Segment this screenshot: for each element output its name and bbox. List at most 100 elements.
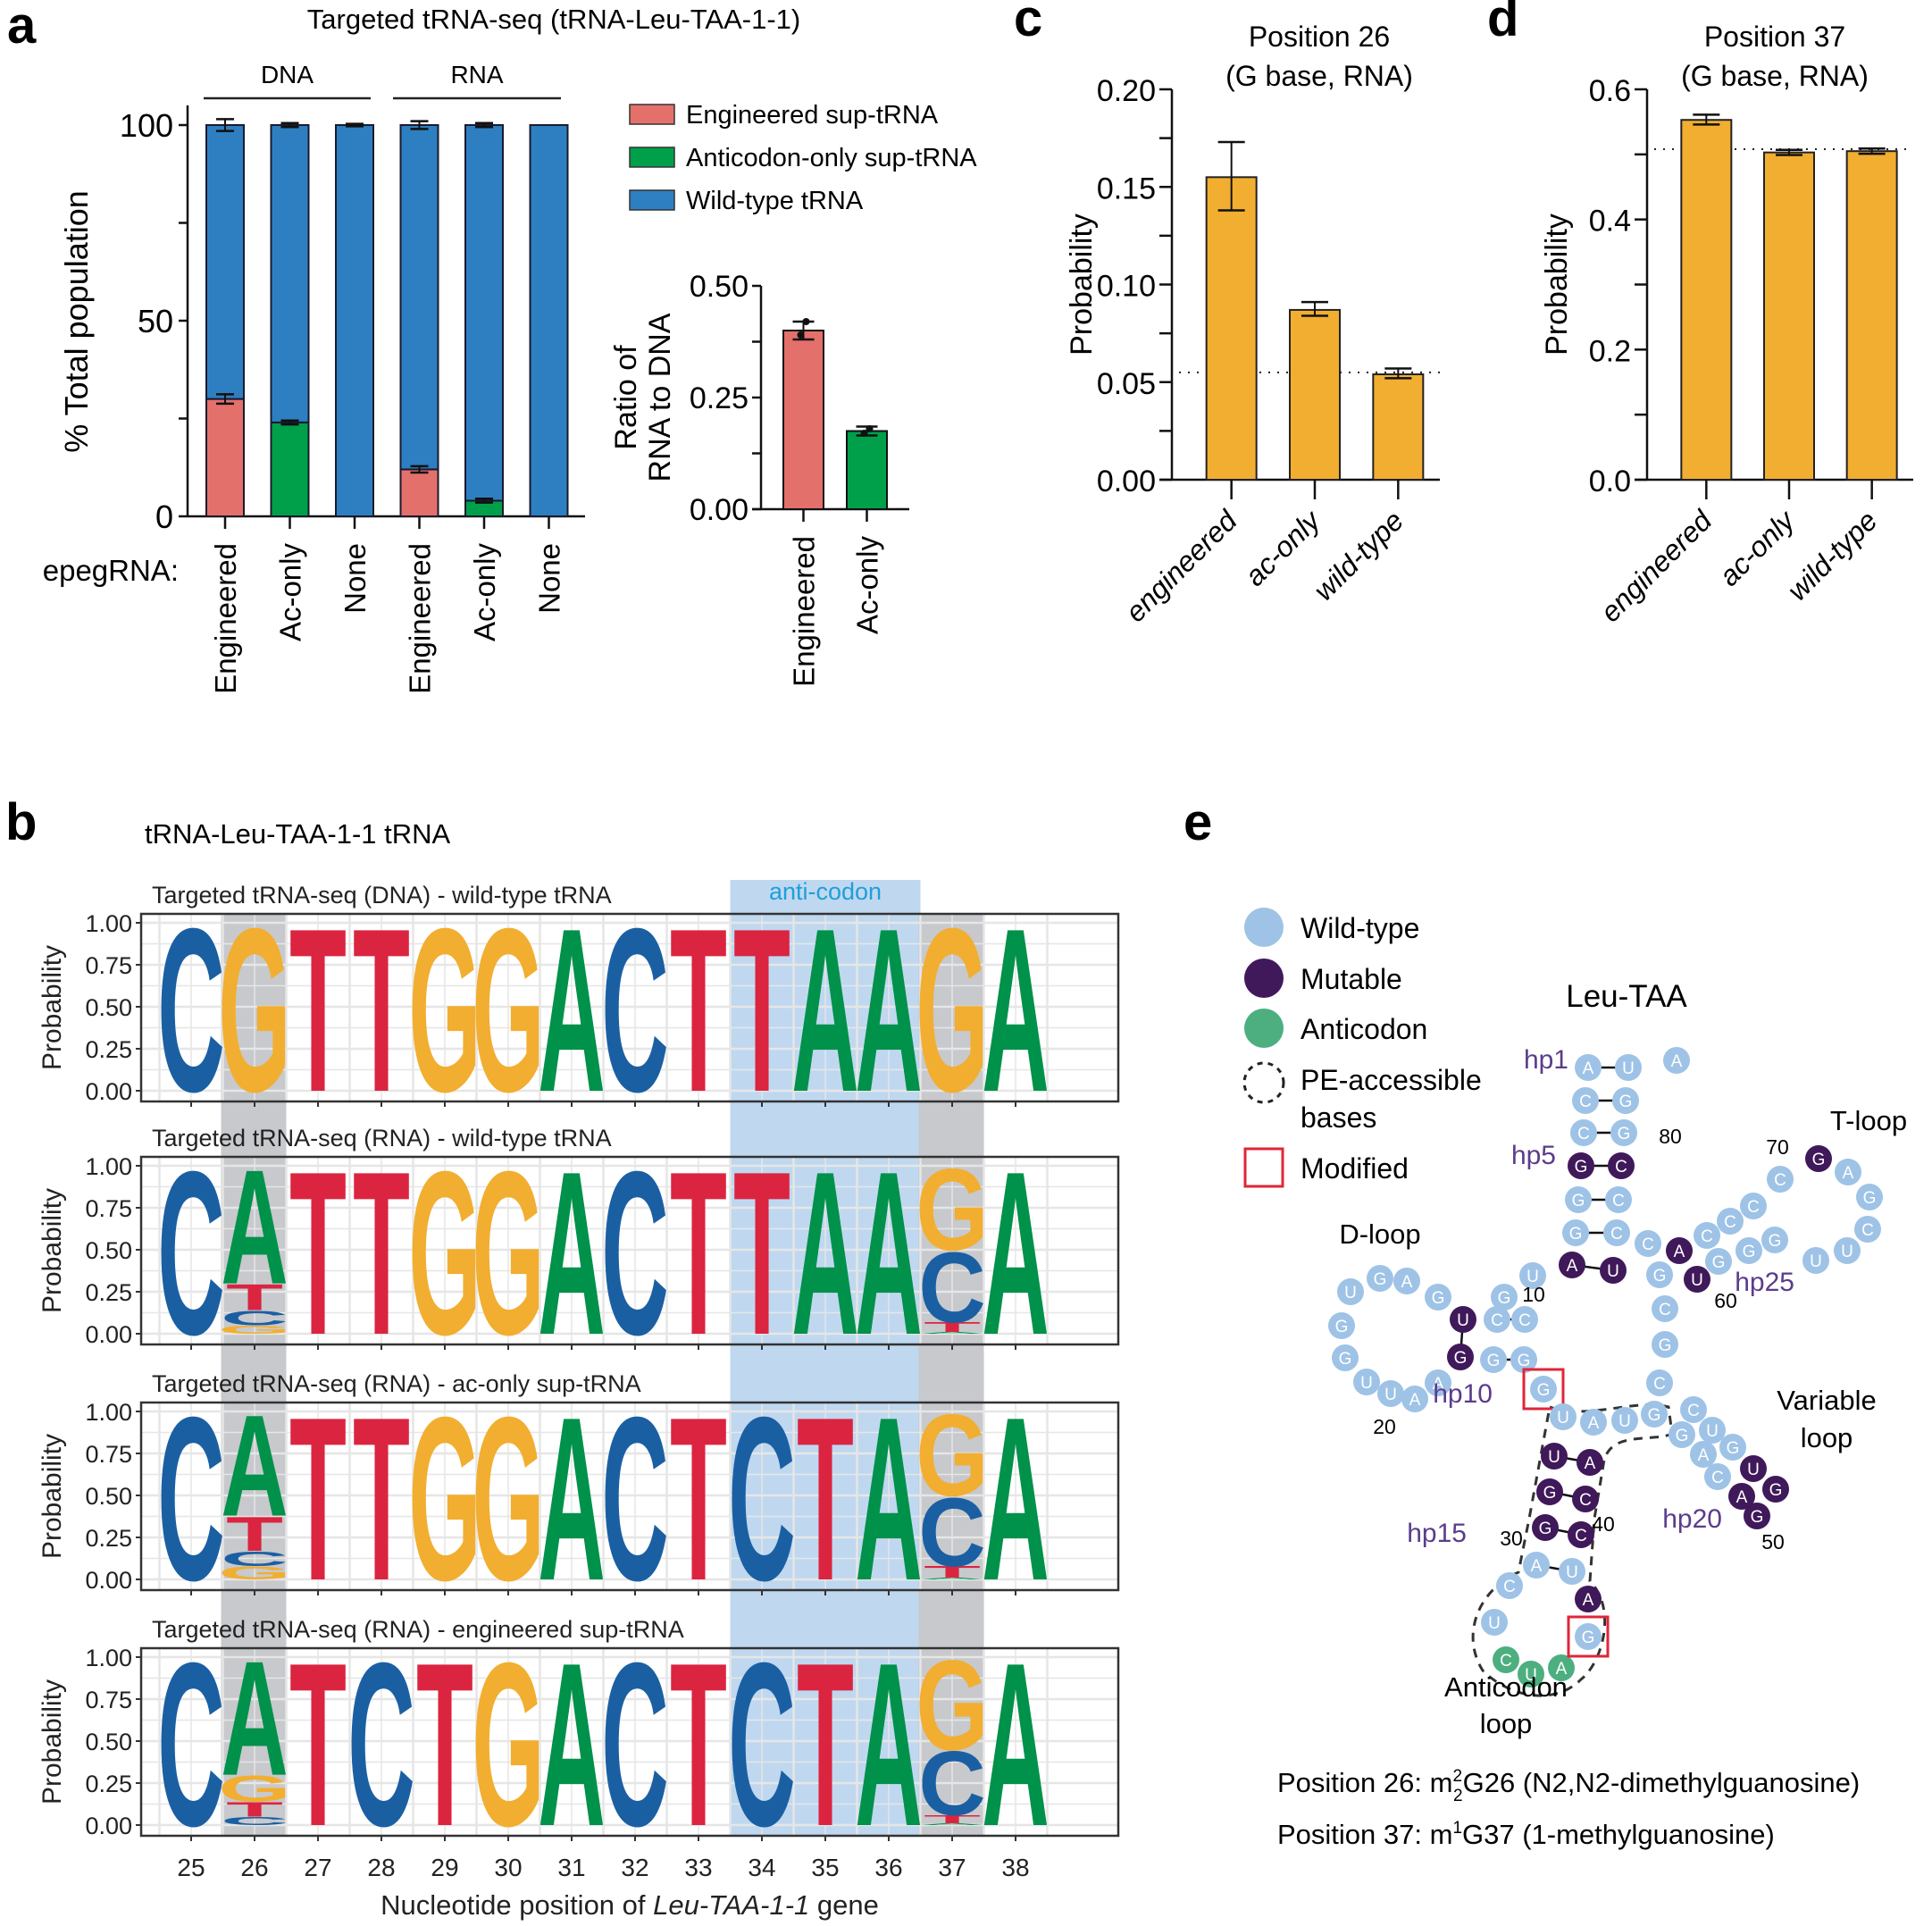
- logo-letter-G: G: [408, 1369, 481, 1629]
- nucleotide-letter: G: [1498, 1289, 1511, 1308]
- nucleotide-letter: U: [1360, 1374, 1373, 1393]
- x-tick-label: engineered: [1594, 504, 1719, 629]
- region-label: loop: [1801, 1422, 1853, 1453]
- nucleotide-G: [1532, 1514, 1559, 1541]
- x-tick-label: Engineered: [788, 536, 821, 687]
- logo-letter-T: T: [416, 1615, 473, 1875]
- y-tick-label: 0.2: [1589, 334, 1631, 368]
- nucleotide-letter: A: [1736, 1488, 1748, 1507]
- nucleotide-C: [1740, 1193, 1767, 1219]
- position-number: 20: [1373, 1415, 1396, 1438]
- nucleotide-letter: C: [1747, 1198, 1760, 1217]
- nucleotide-A: [1401, 1386, 1428, 1412]
- y-axis-label: Probability: [1540, 214, 1574, 356]
- x-tick-label: 27: [304, 1854, 331, 1881]
- nucleotide-letter: U: [1706, 1422, 1719, 1441]
- nucleotide-G: [1530, 1376, 1557, 1403]
- nucleotide-U: [1450, 1306, 1476, 1333]
- nucleotide-letter: U: [1618, 1412, 1631, 1431]
- x-tick-label: 35: [811, 1854, 839, 1881]
- y-tick-label: 0.20: [1097, 74, 1156, 108]
- nucleotide-U: [1559, 1558, 1585, 1585]
- region-label: T-loop: [1830, 1105, 1907, 1136]
- bar-segment: [205, 124, 245, 400]
- panel-letter-a: a: [7, 0, 37, 54]
- nucleotide-letter: G: [1712, 1253, 1726, 1272]
- bar-segment: [205, 398, 245, 517]
- nucleotide-A: [1666, 1237, 1693, 1264]
- logo-letter-C: C: [728, 1615, 795, 1875]
- logo-letter-C: C: [221, 1307, 289, 1330]
- y-tick-label: 0.00: [85, 1078, 132, 1105]
- nucleotide-G: [1536, 1478, 1563, 1505]
- nucleotide-letter: C: [1612, 1192, 1625, 1210]
- bar: [1372, 373, 1425, 482]
- nucleotide-letter: G: [1582, 1629, 1595, 1647]
- nucleotide-letter: G: [1727, 1439, 1740, 1458]
- logo-letter-G: G: [472, 1124, 544, 1384]
- y-tick-label: 0.25: [85, 1525, 132, 1552]
- nucleotide-letter: U: [1526, 1268, 1539, 1286]
- modified-position-shading: [918, 914, 984, 1836]
- x-tick-label: wild-type: [1781, 504, 1884, 607]
- y-tick-label: 0.50: [85, 1483, 132, 1510]
- nucleotide-U: [1541, 1443, 1568, 1470]
- logo-row-title: Targeted tRNA-seq (RNA) - wild-type tRNA: [152, 1125, 612, 1151]
- y-tick-label: 1.00: [85, 910, 132, 937]
- position-number: 60: [1714, 1289, 1737, 1312]
- nucleotide-G: [1480, 1346, 1507, 1373]
- nucleotide-letter: U: [1691, 1271, 1703, 1290]
- logo-letter-G: G: [916, 881, 988, 1141]
- nucleotide-letter: G: [1374, 1270, 1387, 1289]
- legend-label: Mutable: [1301, 963, 1402, 995]
- nucleotide-letter: A: [1583, 1591, 1594, 1610]
- nucleotide-letter: G: [1648, 1406, 1661, 1425]
- logo-letter-T: T: [226, 1277, 283, 1319]
- logo-letter-A: A: [538, 1369, 605, 1629]
- logo-letter-C: C: [157, 1615, 224, 1875]
- nucleotide-U: [1740, 1455, 1767, 1482]
- y-tick-label: 0.05: [1097, 367, 1156, 401]
- nucleotide-letter: A: [1567, 1257, 1578, 1276]
- logo-letter-C: C: [157, 1124, 224, 1384]
- legend-label: Modified: [1301, 1152, 1409, 1185]
- x-tick-label: 33: [684, 1854, 712, 1881]
- legend-label: Wild-type: [1301, 912, 1419, 944]
- data-point: [802, 318, 810, 325]
- x-tick-label: 28: [367, 1854, 395, 1881]
- y-axis-label-line2: RNA to DNA: [643, 313, 677, 482]
- nucleotide-letter: G: [1539, 1520, 1552, 1538]
- legend-label: Anticodon: [1301, 1013, 1427, 1045]
- nucleotide-C: [1652, 1295, 1678, 1322]
- logo-letter-G: G: [916, 1633, 988, 1777]
- logo-letter-T: T: [797, 1615, 854, 1875]
- nucleotide-C: [1493, 1646, 1519, 1673]
- nucleotide-G: [1646, 1261, 1673, 1288]
- legend-label: PE-accessible: [1301, 1064, 1482, 1096]
- logo-letter-G: G: [916, 1391, 988, 1521]
- legend-anticodon-icon: [1244, 1009, 1284, 1048]
- nucleotide-letter: U: [1344, 1284, 1357, 1302]
- logo-letter-T: T: [924, 1319, 981, 1336]
- logo-letter-T: T: [670, 881, 727, 1141]
- bar-segment: [399, 124, 439, 471]
- y-axis-label: Probability: [38, 945, 67, 1070]
- nucleotide-C: [1570, 1119, 1597, 1146]
- nucleotide-C: [1496, 1572, 1523, 1599]
- logo-letter-C: C: [918, 1231, 986, 1343]
- logo-letter-G: G: [408, 881, 481, 1141]
- nucleotide-A: [1728, 1483, 1755, 1510]
- logo-letter-C: C: [221, 1547, 289, 1570]
- logo-letter-T: T: [289, 881, 347, 1141]
- chart-title: Position 26: [1249, 21, 1390, 53]
- logo-letter-T: T: [353, 1124, 410, 1384]
- nucleotide-G: [1612, 1087, 1639, 1114]
- nucleotide-letter: A: [1556, 1660, 1568, 1679]
- nucleotide-letter: C: [1687, 1402, 1700, 1420]
- logo-letter-C: C: [347, 1615, 414, 1875]
- nucleotide-letter: G: [1618, 1125, 1631, 1143]
- hairpin-label-hp20: hp20: [1662, 1504, 1722, 1534]
- bar-segment: [335, 124, 374, 517]
- nucleotide-A: [1393, 1268, 1420, 1294]
- nucleotide-C: [1511, 1306, 1538, 1333]
